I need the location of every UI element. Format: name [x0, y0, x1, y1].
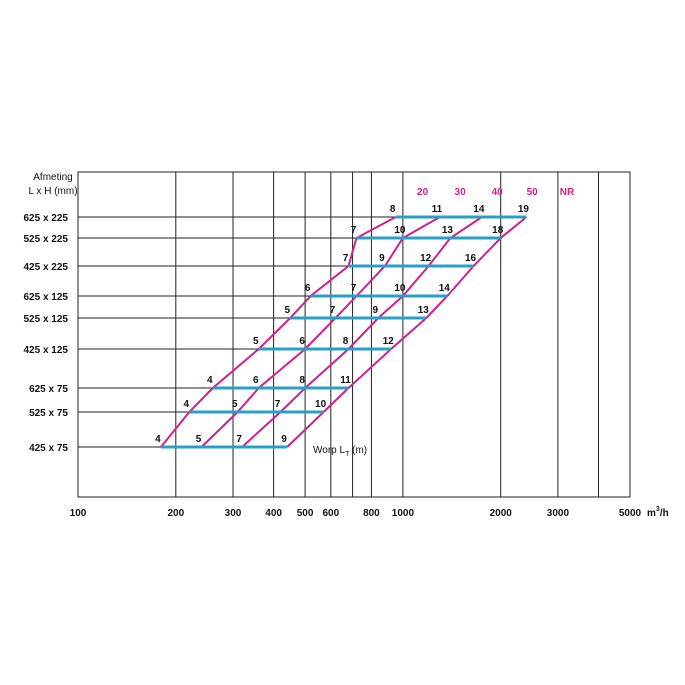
- throw-value: 4: [207, 375, 213, 386]
- throw-value: 16: [465, 253, 477, 264]
- throw-value: 12: [383, 336, 395, 347]
- throw-value: 10: [394, 283, 406, 294]
- throw-value: 12: [420, 253, 432, 264]
- x-tick-label: 100: [70, 508, 87, 519]
- throw-value: 8: [343, 336, 349, 347]
- x-tick-label: 300: [225, 508, 242, 519]
- throw-value: 6: [253, 375, 259, 386]
- nr-label: NR: [560, 187, 575, 198]
- x-tick-label: 500: [297, 508, 314, 519]
- throw-annotation: Worp LT (m): [313, 445, 367, 458]
- throw-value: 5: [284, 305, 290, 316]
- throw-value: 10: [315, 399, 327, 410]
- throw-value: 9: [379, 253, 385, 264]
- x-tick-label: 1000: [392, 508, 415, 519]
- x-unit-sup: 3: [656, 506, 660, 513]
- throw-value: 7: [343, 253, 349, 264]
- nr-label: 50: [527, 187, 539, 198]
- x-tick-label: 600: [322, 508, 339, 519]
- throw-value: 19: [518, 204, 530, 215]
- nr-label: 20: [417, 187, 429, 198]
- title-line-2: L x H (mm): [28, 186, 77, 197]
- throw-value: 7: [351, 283, 357, 294]
- throw-value: 7: [236, 434, 242, 445]
- row-label: 425 x 225: [24, 262, 69, 273]
- title-line-1: Afmeting: [33, 172, 72, 183]
- throw-value: 5: [196, 434, 202, 445]
- throw-value: 14: [473, 204, 485, 215]
- labels-layer: 625 x 225 525 x 225 425 x 225 625 x 125 525 …: [24, 187, 642, 519]
- x-tick-label: 400: [265, 508, 282, 519]
- throw-value: 5: [253, 336, 259, 347]
- throw-value: 8: [390, 204, 396, 215]
- x-tick-label: 200: [167, 508, 184, 519]
- row-label: 525 x 125: [24, 314, 69, 325]
- throw-value: 14: [439, 283, 451, 294]
- x-tick-label: 800: [363, 508, 380, 519]
- x-unit-label: m3/h: [647, 506, 669, 519]
- row-label: 525 x 75: [29, 408, 68, 419]
- nr-label: 30: [455, 187, 467, 198]
- throw-value: 9: [373, 305, 379, 316]
- throw-value: 11: [340, 375, 351, 386]
- throw-annotation-base: Worp L: [313, 445, 345, 456]
- x-unit-tail: /h: [660, 508, 669, 519]
- x-tick-label: 3000: [547, 508, 570, 519]
- throw-value: 5: [232, 399, 238, 410]
- row-label: 525 x 225: [24, 234, 69, 245]
- row-label: 625 x 125: [24, 292, 69, 303]
- row-label: 625 x 225: [24, 213, 69, 224]
- throw-annotation-sub: T: [345, 451, 350, 458]
- throw-value: 4: [183, 399, 189, 410]
- throw-value: 4: [155, 434, 161, 445]
- x-tick-label: 5000: [619, 508, 642, 519]
- x-unit-base: m: [647, 508, 656, 519]
- nr-line: [286, 216, 528, 448]
- throw-value: 9: [281, 434, 287, 445]
- throw-value: 7: [330, 305, 336, 316]
- flow-lines-layer: [160, 215, 527, 449]
- throw-value: 7: [275, 399, 281, 410]
- nr-line: [160, 216, 397, 448]
- throw-value: 11: [432, 204, 443, 215]
- row-label: 625 x 75: [29, 384, 68, 395]
- row-label: 425 x 125: [24, 345, 69, 356]
- throw-value: 18: [492, 225, 504, 236]
- throw-value: 6: [299, 336, 305, 347]
- throw-value: 13: [418, 305, 430, 316]
- throw-value: 13: [442, 225, 454, 236]
- throw-value: 8: [299, 375, 305, 386]
- grid-layer: [77, 171, 631, 498]
- throw-annotation-tail: (m): [349, 445, 367, 456]
- throw-value: 7: [351, 225, 357, 236]
- throw-value: 10: [394, 225, 406, 236]
- x-tick-label: 2000: [490, 508, 513, 519]
- throw-value: 6: [305, 283, 311, 294]
- row-label: 425 x 75: [29, 443, 68, 454]
- nr-label: 40: [492, 187, 504, 198]
